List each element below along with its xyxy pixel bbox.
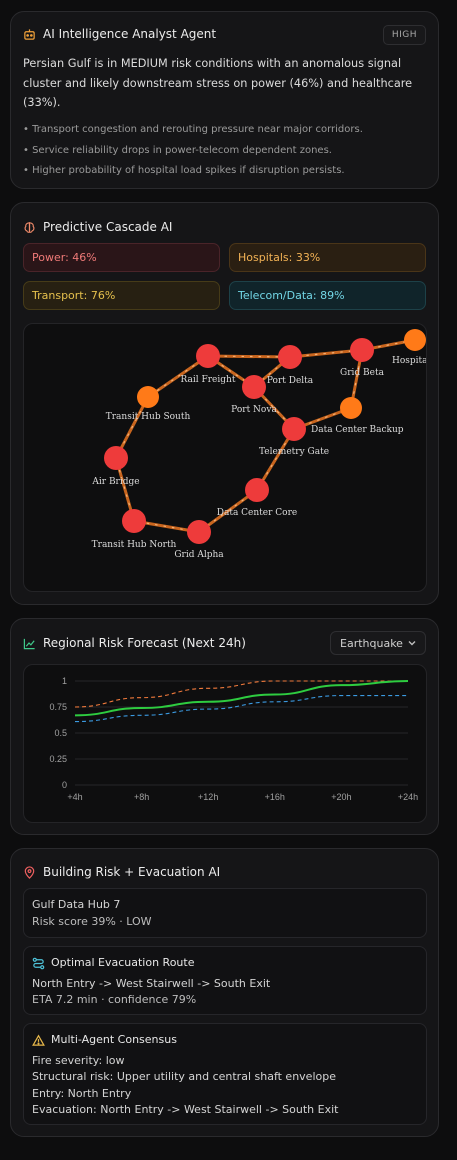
consensus-line: Entry: North Entry — [32, 1086, 132, 1100]
x-tick-label: +12h — [198, 792, 218, 802]
cascade-node-label: Data Center Core — [217, 508, 297, 518]
forecast-series-line — [74, 695, 408, 723]
site-summary-box: Gulf Data Hub 7 Risk score 39% · LOW — [23, 888, 427, 938]
cascade-node[interactable] — [137, 386, 159, 408]
cascade-node[interactable] — [340, 397, 362, 419]
trend-chart-icon — [23, 637, 36, 650]
cascade-node[interactable] — [404, 329, 426, 351]
analyst-summary: Persian Gulf is in MEDIUM risk condition… — [23, 57, 413, 109]
forecast-series-line — [74, 680, 409, 717]
warning-triangle-icon — [32, 1034, 45, 1047]
power-impact-chip: Power: 46% — [23, 243, 220, 272]
cascade-node[interactable] — [187, 520, 211, 544]
forecast-chart-canvas: 0 0.25 0.5 0.75 1 +4h +8h +12h +16h +20h +24h — [49, 676, 418, 802]
consensus-header: Multi-Agent Consensus — [32, 1032, 418, 1049]
cascade-card-title: Predictive Cascade AI — [43, 220, 173, 234]
cascade-node-label: Port Nova — [231, 405, 277, 415]
forecast-card: Regional Risk Forecast (Next 24h) Earthq… — [10, 618, 439, 835]
consensus-title: Multi-Agent Consensus — [51, 1033, 177, 1046]
evacuation-route-path: North Entry -> West Stairwell -> South E… — [32, 976, 271, 990]
evacuation-route-header: Optimal Evacuation Route — [32, 955, 418, 972]
cascade-edge-flow — [115, 396, 149, 459]
site-name: Gulf Data Hub 7 — [32, 898, 121, 911]
analyst-card: AI Intelligence Analyst Agent HIGH Persi… — [10, 11, 439, 189]
consensus-line: Fire severity: low — [32, 1053, 125, 1067]
x-tick-label: +4h — [67, 792, 82, 802]
cascade-node[interactable] — [278, 345, 302, 369]
route-icon — [32, 957, 45, 970]
cascade-edge-flow — [207, 355, 291, 358]
hazard-select-value: Earthquake — [340, 636, 403, 650]
transport-impact-chip: Transport: 76% — [23, 281, 220, 310]
hazard-select[interactable]: Earthquake — [330, 631, 426, 655]
map-pin-icon — [23, 865, 36, 879]
building-card-header: Building Risk + Evacuation AI — [23, 865, 220, 879]
analyst-card-title: AI Intelligence Analyst Agent — [43, 27, 217, 41]
cascade-node-label: Port Delta — [267, 376, 314, 386]
cascade-node-label: Transit Hub South — [106, 412, 191, 422]
brain-icon — [23, 221, 36, 234]
site-risk-score: Risk score 39% · LOW — [32, 914, 152, 928]
consensus-line: Structural risk: Upper utility and centr… — [32, 1070, 336, 1083]
cascade-node[interactable] — [196, 344, 220, 368]
severity-badge: HIGH — [382, 25, 426, 45]
building-card-title: Building Risk + Evacuation AI — [43, 865, 221, 879]
cascade-card: Predictive Cascade AI Power: 46% Hospita… — [10, 202, 439, 605]
forecast-card-title: Regional Risk Forecast (Next 24h) — [43, 636, 246, 650]
evacuation-route-eta: ETA 7.2 min · confidence 79% — [32, 993, 197, 1006]
cascade-node-label: Transit Hub North — [92, 540, 177, 550]
cascade-graph[interactable]: Rail Freight Port Delta Grid Beta Hospital T… — [23, 323, 427, 592]
forecast-card-header: Regional Risk Forecast (Next 24h) — [23, 636, 246, 650]
y-tick-label: 0 — [62, 780, 67, 790]
cascade-node[interactable] — [282, 417, 306, 441]
analyst-bullet: Transport congestion and rerouting press… — [23, 120, 428, 141]
forecast-chart: 0 0.25 0.5 0.75 1 +4h +8h +12h +16h +20h +24h — [23, 664, 427, 823]
y-tick-label: 1 — [62, 676, 67, 686]
cascade-node-label: Hospital — [392, 356, 427, 366]
evacuation-route-box: Optimal Evacuation Route North Entry -> … — [23, 946, 427, 1015]
cascade-node-label: Grid Beta — [340, 368, 385, 378]
y-tick-label: 0.25 — [49, 754, 67, 764]
analyst-bullet: Service reliability drops in power-telec… — [23, 141, 428, 162]
cascade-node-label: Telemetry Gate — [259, 447, 329, 457]
cascade-node-label: Data Center Backup — [311, 425, 404, 435]
analyst-bullet-list: Transport congestion and rerouting press… — [23, 120, 428, 182]
x-tick-label: +16h — [265, 792, 285, 802]
forecast-series-line — [74, 680, 408, 708]
y-tick-label: 0.5 — [54, 728, 67, 738]
analyst-card-header: AI Intelligence Analyst Agent — [23, 27, 216, 41]
chevron-down-icon — [407, 638, 417, 648]
x-tick-label: +8h — [134, 792, 149, 802]
consensus-box: Multi-Agent Consensus Fire severity: low… — [23, 1023, 427, 1125]
cascade-edge-flow — [289, 349, 363, 358]
building-card: Building Risk + Evacuation AI Gulf Data … — [10, 848, 439, 1137]
analyst-bullet: Higher probability of hospital load spik… — [23, 161, 428, 182]
telecom-impact-chip: Telecom/Data: 89% — [229, 281, 426, 310]
robot-icon — [23, 28, 36, 41]
cascade-node-label: Air Bridge — [91, 477, 139, 487]
consensus-line: Evacuation: North Entry -> West Stairwel… — [32, 1103, 339, 1116]
cascade-node[interactable] — [245, 478, 269, 502]
cascade-node[interactable] — [104, 446, 128, 470]
y-tick-label: 0.75 — [49, 702, 67, 712]
hospitals-impact-chip: Hospitals: 33% — [229, 243, 426, 272]
cascade-node-label: Rail Freight — [181, 375, 236, 385]
cascade-node[interactable] — [350, 338, 374, 362]
x-tick-label: +20h — [331, 792, 351, 802]
cascade-edge-flow — [147, 355, 209, 398]
x-tick-label: +24h — [398, 792, 418, 802]
cascade-node[interactable] — [242, 375, 266, 399]
cascade-graph-canvas: Rail Freight Port Delta Grid Beta Hospital T… — [91, 329, 427, 560]
cascade-node[interactable] — [122, 509, 146, 533]
cascade-node-label: Grid Alpha — [174, 550, 224, 560]
evacuation-route-title: Optimal Evacuation Route — [51, 956, 195, 969]
cascade-card-header: Predictive Cascade AI — [23, 220, 172, 234]
